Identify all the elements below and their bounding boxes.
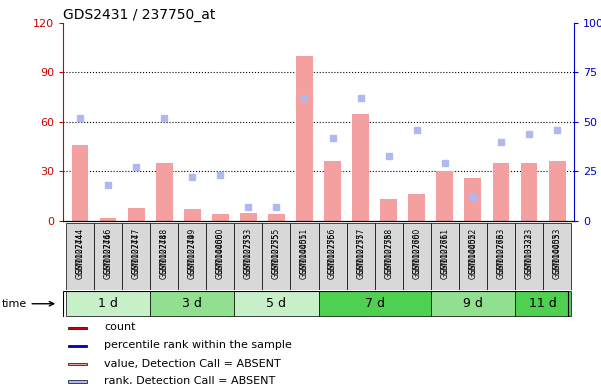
Text: GSM102755: GSM102755: [272, 233, 281, 279]
Text: GSM104052: GSM104052: [468, 228, 477, 274]
Bar: [543, 223, 571, 290]
Text: GSM104053: GSM104053: [552, 233, 561, 279]
Bar: [66, 223, 94, 290]
Text: 7 d: 7 d: [365, 297, 385, 310]
Text: GSM104051: GSM104051: [300, 233, 309, 279]
Text: GSM102744: GSM102744: [76, 233, 85, 279]
Text: GSM102744: GSM102744: [76, 228, 85, 274]
Bar: [127, 208, 144, 221]
Bar: [515, 291, 571, 316]
Text: GSM104052: GSM104052: [468, 233, 477, 279]
Bar: [68, 363, 87, 365]
Text: GSM102748: GSM102748: [160, 233, 169, 279]
Text: GSM102753: GSM102753: [244, 233, 253, 279]
Bar: [122, 223, 150, 290]
Text: 1 d: 1 d: [98, 297, 118, 310]
Bar: [549, 162, 566, 221]
Bar: [319, 291, 431, 316]
Bar: [150, 223, 178, 290]
Bar: [352, 114, 369, 221]
Bar: [66, 291, 150, 316]
Text: GSM102760: GSM102760: [412, 228, 421, 274]
Text: GSM102757: GSM102757: [356, 233, 365, 279]
Text: GSM102747: GSM102747: [132, 233, 141, 279]
Bar: [150, 291, 234, 316]
Bar: [72, 145, 88, 221]
Bar: [408, 194, 425, 221]
Bar: [240, 213, 257, 221]
Text: GSM103323: GSM103323: [525, 233, 534, 279]
Text: time: time: [1, 299, 53, 309]
Text: GSM104060: GSM104060: [216, 233, 225, 279]
Bar: [184, 209, 201, 221]
Bar: [234, 223, 263, 290]
Bar: [347, 223, 374, 290]
Bar: [465, 178, 481, 221]
Text: GSM102758: GSM102758: [384, 228, 393, 274]
Text: GSM102756: GSM102756: [328, 228, 337, 274]
Bar: [68, 381, 87, 382]
Text: GSM102756: GSM102756: [328, 233, 337, 279]
Text: GSM102746: GSM102746: [103, 233, 112, 279]
Text: GSM102760: GSM102760: [412, 233, 421, 279]
Text: count: count: [104, 322, 135, 332]
Text: 9 d: 9 d: [463, 297, 483, 310]
Text: GSM104053: GSM104053: [552, 228, 561, 275]
Text: GSM102761: GSM102761: [441, 228, 450, 274]
Text: GSM102757: GSM102757: [356, 228, 365, 274]
Text: GSM102747: GSM102747: [132, 228, 141, 274]
Bar: [374, 223, 403, 290]
Bar: [431, 291, 515, 316]
Bar: [324, 162, 341, 221]
Bar: [178, 223, 206, 290]
Text: GSM102763: GSM102763: [496, 228, 505, 274]
Bar: [436, 171, 453, 221]
Bar: [319, 223, 347, 290]
Bar: [263, 223, 290, 290]
Bar: [290, 223, 319, 290]
Text: value, Detection Call = ABSENT: value, Detection Call = ABSENT: [104, 359, 281, 369]
Text: GSM104060: GSM104060: [216, 228, 225, 275]
Text: 3 d: 3 d: [182, 297, 202, 310]
Text: GSM104051: GSM104051: [300, 228, 309, 274]
Bar: [212, 214, 229, 221]
Bar: [100, 217, 117, 221]
Bar: [296, 56, 313, 221]
Text: GSM103323: GSM103323: [525, 228, 534, 274]
Text: GSM102746: GSM102746: [103, 228, 112, 274]
Text: 5 d: 5 d: [266, 297, 287, 310]
Text: GSM102758: GSM102758: [384, 233, 393, 279]
Bar: [487, 223, 515, 290]
Bar: [234, 291, 319, 316]
Text: 11 d: 11 d: [529, 297, 557, 310]
Bar: [493, 163, 510, 221]
Bar: [380, 199, 397, 221]
Bar: [403, 223, 431, 290]
Text: GSM102753: GSM102753: [244, 228, 253, 274]
Text: GSM102748: GSM102748: [160, 228, 169, 274]
Text: GSM102763: GSM102763: [496, 233, 505, 279]
Bar: [520, 163, 537, 221]
Text: GSM102749: GSM102749: [188, 228, 197, 274]
Text: rank, Detection Call = ABSENT: rank, Detection Call = ABSENT: [104, 376, 275, 384]
Bar: [94, 223, 122, 290]
Text: GSM102761: GSM102761: [441, 233, 450, 279]
Text: GSM102749: GSM102749: [188, 233, 197, 279]
Bar: [268, 214, 285, 221]
Bar: [459, 223, 487, 290]
Bar: [156, 163, 172, 221]
Text: GSM102755: GSM102755: [272, 228, 281, 274]
Text: GDS2431 / 237750_at: GDS2431 / 237750_at: [63, 8, 216, 22]
Bar: [68, 327, 87, 329]
Bar: [206, 223, 234, 290]
Text: percentile rank within the sample: percentile rank within the sample: [104, 340, 292, 350]
Bar: [515, 223, 543, 290]
Bar: [431, 223, 459, 290]
Bar: [68, 345, 87, 347]
